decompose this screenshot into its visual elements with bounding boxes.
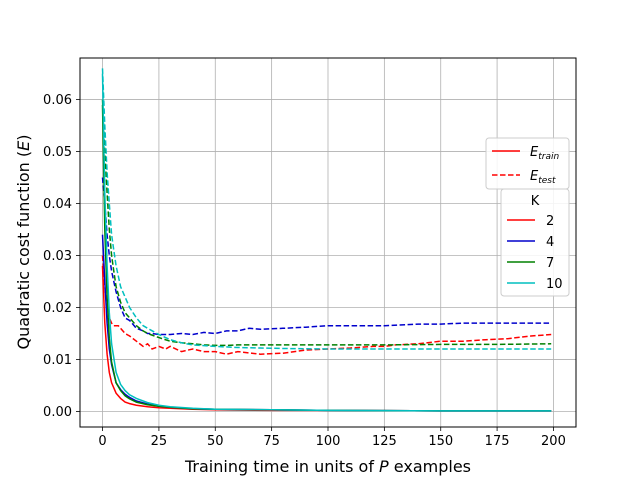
y-tick-label: 0.06 [43,93,72,108]
series-line-test-k10 [101,68,552,350]
legend-label-test-base: E [530,169,539,184]
series-line-test-k2 [101,255,552,355]
y-tick-label: 0.00 [43,405,72,420]
series-line-test-k7 [101,99,552,347]
x-axis-label: Training time in units of P examples [184,457,471,476]
y-axis-ticks: 0.00 0.01 0.02 0.03 0.04 0.05 0.06 [43,93,80,420]
x-tick-label: 75 [263,434,280,449]
x-tick-label: 0 [98,434,106,449]
legend-label-train-sub: train [538,152,559,162]
series-line-test-k4 [101,177,552,336]
legend-label-test: Etest [530,169,556,186]
x-tick-label: 50 [207,434,224,449]
x-tick-label: 125 [372,434,397,449]
y-axis-label-suffix: ) [14,134,33,140]
legend-label-test-sub: test [538,176,556,186]
k-legend-label-7: 7 [546,256,554,271]
legend-label-train: Etrain [530,145,559,162]
style-legend: Etrain Etest [485,137,570,190]
y-axis-label-variable: E [14,140,33,151]
x-axis-label-variable: P [379,457,389,476]
x-tick-label: 200 [541,434,566,449]
series-line-train-k10 [101,73,552,412]
series-lines [101,68,552,412]
y-tick-label: 0.02 [43,301,72,316]
k-legend-title: K [531,194,540,209]
k-legend-label-10: 10 [546,277,563,292]
x-axis-label-prefix: Training time in units of [184,457,379,476]
style-legend-box [485,137,570,190]
x-tick-label: 100 [316,434,341,449]
k-legend: K 2 4 7 10 [500,188,570,297]
k-legend-label-2: 2 [546,214,554,229]
y-axis-label-prefix: Quadratic cost function ( [14,151,33,350]
k-legend-box [500,188,570,297]
y-tick-label: 0.03 [43,249,72,264]
x-axis-ticks: 0 25 50 75 100 125 150 175 200 [98,427,566,449]
legend-label-train-base: E [530,145,539,160]
x-tick-label: 150 [428,434,453,449]
y-tick-label: 0.04 [43,197,72,212]
y-tick-label: 0.05 [43,145,72,160]
y-tick-label: 0.01 [43,353,72,368]
k-legend-label-4: 4 [546,235,554,250]
x-axis-label-suffix: examples [389,457,471,476]
y-axis-label: Quadratic cost function (E) [14,134,33,349]
x-tick-label: 175 [485,434,510,449]
x-tick-label: 25 [151,434,168,449]
